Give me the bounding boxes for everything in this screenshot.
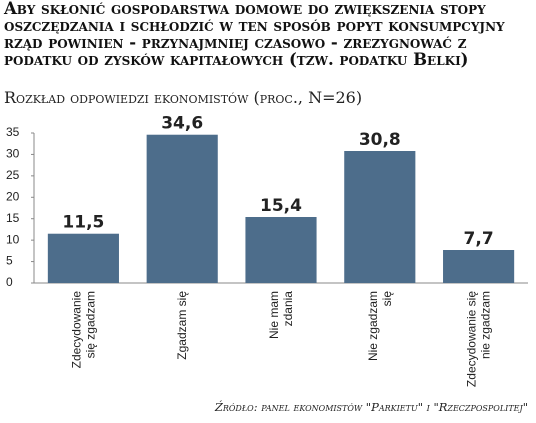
x-tick-label: Zdecydowanie sięnie zgadzam: [465, 291, 493, 387]
chart-subtitle: Rozkład odpowiedzi ekonomistów (proc., N…: [4, 88, 363, 107]
x-tick-label: Nie mamzdania: [267, 291, 295, 339]
y-tick-label: 25: [6, 168, 20, 182]
x-tick-label: Zgadzam się: [175, 291, 189, 360]
y-tick-label: 20: [6, 189, 20, 203]
bar: [47, 233, 119, 283]
bar: [146, 134, 218, 283]
source-note: Źródło: panel ekonomistów "Parkietu" i "…: [214, 400, 528, 414]
y-tick-label: 35: [6, 125, 20, 139]
data-label: 7,7: [464, 229, 494, 249]
y-tick-label: 10: [6, 232, 20, 246]
bar: [344, 151, 416, 283]
x-tick-label: Nie zgadzamsię: [366, 291, 394, 361]
y-tick-label: 5: [6, 254, 13, 268]
data-label: 11,5: [62, 213, 104, 233]
data-label: 30,8: [359, 130, 401, 150]
y-tick-label: 30: [6, 147, 20, 161]
bar: [443, 250, 515, 283]
data-label: 34,6: [161, 114, 203, 134]
y-tick-label: 15: [6, 211, 20, 225]
y-tick-label: 0: [6, 275, 13, 289]
x-tick-label: Zdecydowaniesię zgadzam: [69, 291, 97, 369]
bar: [245, 217, 317, 283]
chart-title: Aby skłonić gospodarstwa domowe do zwięk…: [4, 0, 505, 69]
data-label: 15,4: [260, 196, 302, 216]
